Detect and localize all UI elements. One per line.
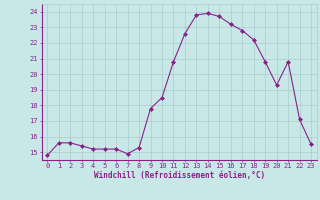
X-axis label: Windchill (Refroidissement éolien,°C): Windchill (Refroidissement éolien,°C) bbox=[94, 171, 265, 180]
